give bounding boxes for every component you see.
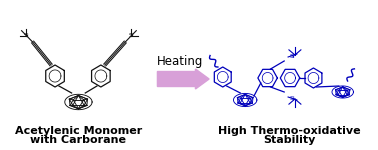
- Text: Si: Si: [23, 33, 29, 38]
- Text: Si: Si: [129, 33, 134, 38]
- FancyArrow shape: [157, 69, 209, 89]
- Text: Heating: Heating: [157, 56, 203, 69]
- Text: Stability: Stability: [263, 135, 315, 145]
- Text: Si: Si: [289, 96, 295, 100]
- Text: Acetylenic Monomer: Acetylenic Monomer: [15, 126, 142, 136]
- Text: Si: Si: [289, 54, 295, 58]
- Text: High Thermo-oxidative: High Thermo-oxidative: [218, 126, 360, 136]
- Text: with Carborane: with Carborane: [31, 135, 126, 145]
